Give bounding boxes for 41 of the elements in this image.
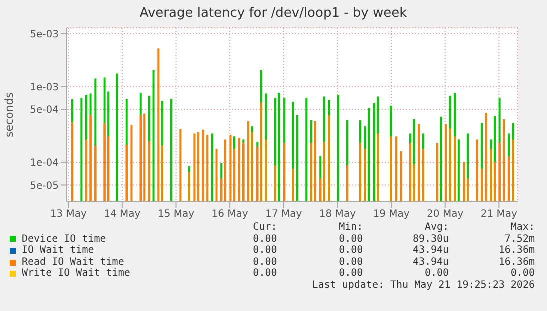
text: 0.00 [338, 245, 364, 257]
legend-label: Read IO Wait time [21, 256, 126, 268]
text: Max: [510, 222, 535, 234]
text: 0.00 [510, 268, 535, 280]
y-axis-title: seconds [2, 92, 16, 138]
y-tick-label: 5e-03 [30, 30, 59, 41]
text: 43.94u [412, 245, 450, 257]
text: 0.00 [252, 256, 278, 268]
text: Avg: [424, 222, 450, 234]
text: 43.94u [412, 256, 450, 268]
legend-label: Device IO time [21, 234, 108, 245]
text: 0.00 [424, 268, 450, 280]
text: 16.36m [498, 245, 535, 257]
text: 0.00 [252, 245, 278, 257]
x-tick-label: 19 May [373, 209, 410, 220]
text: Cur: [252, 222, 278, 234]
text: Last update: Thu May 21 19:25:23 2026 [311, 280, 535, 292]
y-tick-label: 5e-04 [30, 105, 59, 116]
x-tick-label: 20 May [427, 209, 464, 220]
x-tick-label: 16 May [212, 209, 248, 220]
y-tick-label: 1e-03 [30, 82, 59, 94]
x-tick-label: 13 May [50, 209, 87, 220]
y-tick-label: 1e-04 [30, 158, 59, 170]
x-tick-label: 18 May [319, 209, 356, 220]
x-tick-label: 14 May [104, 209, 141, 220]
x-tick-label: 17 May [266, 209, 302, 220]
legend-label: IO Wait time [21, 245, 96, 257]
text: 89.30u [412, 234, 450, 246]
text: 16.36m [498, 256, 535, 268]
text: 0.00 [252, 268, 278, 280]
text: 0.00 [338, 256, 364, 268]
text: Min: [338, 222, 364, 234]
text: 7.52m [504, 234, 535, 246]
x-tick-label: 15 May [158, 209, 195, 220]
y-tick-label: 5e-05 [30, 180, 59, 192]
legend-label: Write IO Wait time [21, 268, 132, 280]
text: 0.00 [252, 234, 278, 246]
text: 0.00 [338, 234, 364, 246]
text: 0.00 [338, 268, 364, 280]
chart-title: Average latency for /dev/loop1 - by week [138, 6, 408, 21]
x-tick-label: 21 May [480, 209, 518, 220]
